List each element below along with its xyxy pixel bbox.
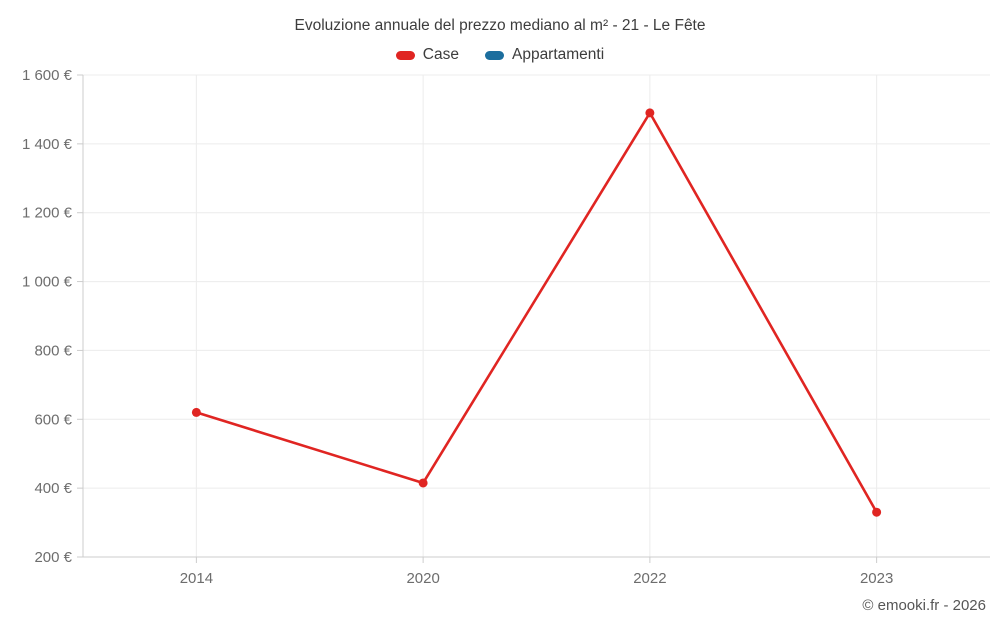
y-axis-label: 1 400 € [22,136,73,153]
x-axis-label: 2023 [860,570,893,587]
y-axis-label: 1 200 € [22,205,73,222]
legend-label-case: Case [422,46,459,63]
data-point-case[interactable] [872,507,882,517]
chart-title: Evoluzione annuale del prezzo mediano al… [294,17,706,34]
copyright-watermark: © emooki.fr - 2026 [862,597,986,614]
data-point-case[interactable] [191,407,201,417]
case-series-swatch-icon [395,50,415,60]
data-point-case[interactable] [645,108,655,118]
legend-item-case[interactable]: Case [395,46,459,64]
y-axis-label: 600 € [34,411,72,428]
y-axis-label: 200 € [34,549,72,566]
y-axis-label: 1 600 € [22,67,73,84]
legend-item-appartamenti[interactable]: Appartamenti [484,46,605,64]
x-axis-label: 2020 [406,570,439,587]
x-axis-label: 2022 [633,570,666,587]
legend: Case Appartamenti [0,46,1000,64]
data-point-case[interactable] [418,478,428,488]
y-axis-label: 1 000 € [22,274,73,291]
legend-label-appartamenti: Appartamenti [511,46,605,63]
y-axis-label: 800 € [34,342,72,359]
appartamenti-series-swatch-icon [484,50,504,60]
series-line-case [195,111,878,513]
y-axis-label: 400 € [34,480,72,497]
x-axis-label: 2014 [180,570,213,587]
